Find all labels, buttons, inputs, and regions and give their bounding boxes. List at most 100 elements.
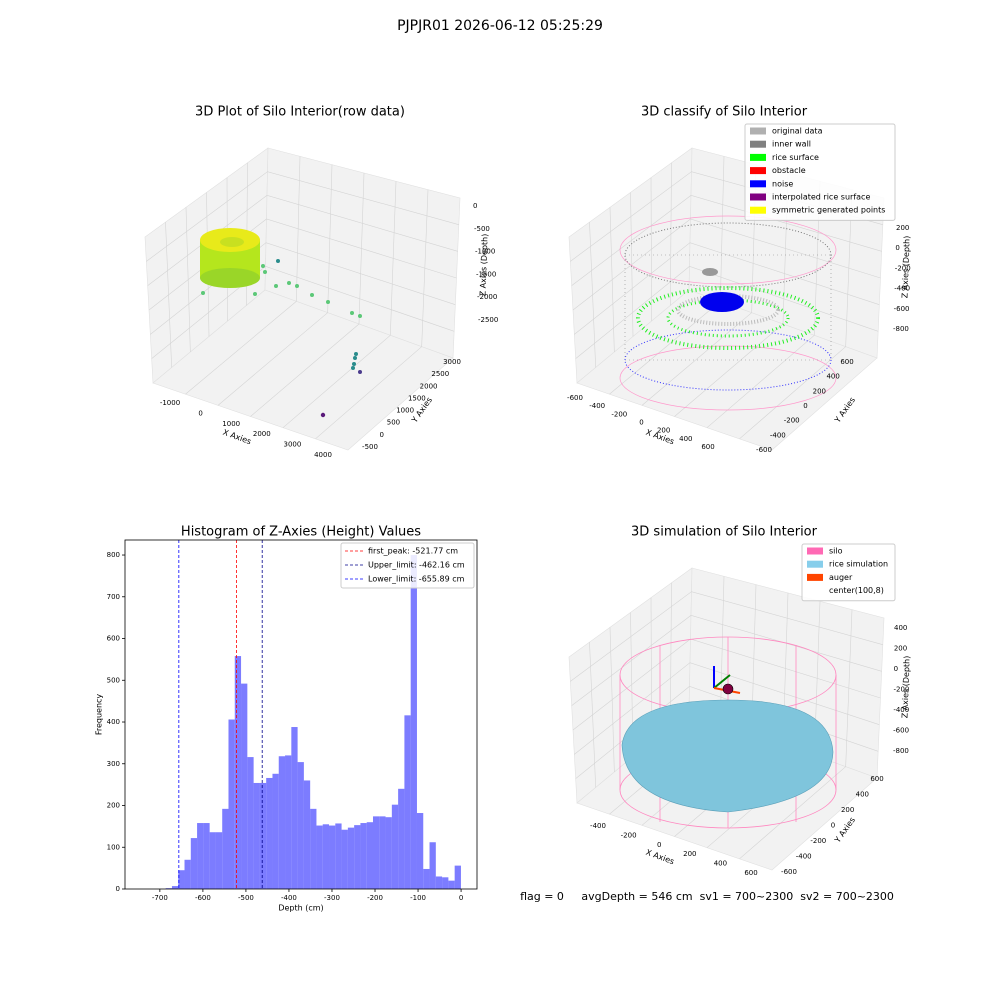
bar [347, 827, 355, 889]
z-axis-label: Z Axies (Depth) [900, 656, 911, 719]
bar [253, 782, 260, 889]
pane-grid [575, 265, 879, 359]
legend-box [744, 123, 896, 221]
bar [416, 813, 424, 889]
x-tick-label: -700 [152, 894, 168, 902]
legend-swatch [750, 153, 766, 161]
x-tick-label: 4000 [314, 451, 332, 459]
figure-title: PJPJR01 2026-06-12 05:25:29 [397, 18, 603, 34]
y-tick-label: 0 [803, 402, 807, 410]
z-tick-label: 200 [896, 224, 909, 232]
bar [429, 842, 436, 889]
x-tick-label: 3000 [283, 441, 301, 449]
y-tick-label: 3000 [443, 358, 461, 366]
bar [335, 823, 342, 889]
y-tick-label: 100 [107, 843, 120, 851]
bar [385, 817, 392, 889]
x-tick-label: 2000 [253, 430, 271, 438]
bar [360, 823, 367, 889]
legend-swatch [750, 167, 766, 175]
bar [322, 824, 330, 889]
bar [454, 865, 461, 889]
y-axis-label: Y Axies [832, 396, 857, 426]
y-tick-label: 0 [116, 885, 120, 893]
x-tick-label: -400 [590, 822, 606, 830]
x-tick-label: 200 [683, 850, 696, 858]
legend-swatch [750, 140, 766, 148]
chart-title: 3D Plot of Silo Interior(row data) [195, 105, 405, 120]
chart-title: Histogram of Z-Axies (Height) Values [181, 525, 421, 540]
y-tick-label: 400 [107, 718, 120, 726]
z-axis-label: Z Axies (Depth) [900, 236, 911, 299]
chart-title: 3D classify of Silo Interior [641, 105, 808, 120]
pane-grid [739, 346, 846, 440]
bar [303, 780, 311, 889]
y-tick-label: 200 [107, 802, 120, 810]
legend-label: silo [829, 547, 843, 556]
x-axis-label: X Axies [645, 848, 676, 867]
z-tick-label: 0 [894, 665, 898, 673]
bar [329, 825, 336, 889]
pane-grid [609, 301, 721, 395]
x-tick-label: -600 [567, 394, 583, 402]
x-tick-label: -300 [324, 894, 340, 902]
legend-swatch [750, 180, 766, 188]
legend-label: center(100,8) [829, 586, 884, 595]
y-tick-label: 200 [841, 806, 854, 814]
pane-grid [641, 312, 752, 406]
x-tick-label: 600 [744, 869, 757, 877]
legend-swatch [750, 193, 766, 201]
y-tick-label: 600 [107, 635, 120, 643]
z-axis-label: Z Axies (Depth) [478, 234, 489, 297]
y-tick-label: 800 [107, 551, 120, 559]
y-tick-label: 0 [379, 431, 383, 439]
legend-label: Lower_limit: -655.89 cm [368, 575, 465, 584]
bar [366, 822, 373, 889]
pane-grid [739, 766, 846, 860]
bar [372, 816, 380, 889]
y-tick-label: 500 [387, 419, 400, 427]
bar [234, 656, 242, 889]
x-tick-label: -200 [367, 894, 383, 902]
z-tick-label: -2500 [478, 316, 498, 324]
y-tick-label: 200 [813, 387, 826, 395]
bar [215, 832, 223, 889]
pane-grid [217, 312, 328, 406]
y-tick-label: -200 [784, 417, 800, 425]
y-tick-label: 400 [826, 373, 839, 381]
pane-grid [706, 335, 815, 428]
y-tick-label: 2000 [420, 382, 438, 390]
x-tick-label: -200 [621, 831, 637, 839]
plot-3d [144, 147, 461, 451]
x-tick-label: 0 [198, 409, 202, 417]
x-tick-label: -500 [238, 894, 254, 902]
z-tick-label: -200 [894, 686, 910, 694]
z-tick-label: -400 [893, 706, 909, 714]
y-tick-label: 300 [107, 760, 120, 768]
bar [209, 832, 216, 889]
y-axis-label: Frequency [95, 694, 104, 736]
legend-swatch [750, 127, 766, 135]
z-tick-label: -800 [893, 325, 909, 333]
y-tick-label: 600 [870, 775, 883, 783]
legend-box [340, 542, 475, 589]
y-tick-label: 2500 [431, 370, 449, 378]
y-tick-label: 400 [856, 791, 869, 799]
x-tick-label: -600 [195, 894, 211, 902]
z-tick-label: -2000 [477, 293, 497, 301]
pane-grid [185, 301, 297, 395]
bar [354, 825, 361, 889]
pane-grid [282, 335, 391, 428]
bar [297, 762, 304, 889]
y-tick-label: 600 [840, 358, 853, 366]
y-axis-label: Y Axies [832, 816, 857, 846]
bar [228, 719, 235, 889]
legend-label: first_peak: -521.77 cm [368, 547, 458, 556]
z-tick-label: 400 [894, 624, 907, 632]
legend-swatch [807, 573, 823, 581]
plot-frame [124, 539, 478, 890]
y-tick-label: -400 [796, 853, 812, 861]
chart-title: 3D simulation of Silo Interior [631, 525, 818, 540]
plot1-cloud [200, 228, 362, 418]
